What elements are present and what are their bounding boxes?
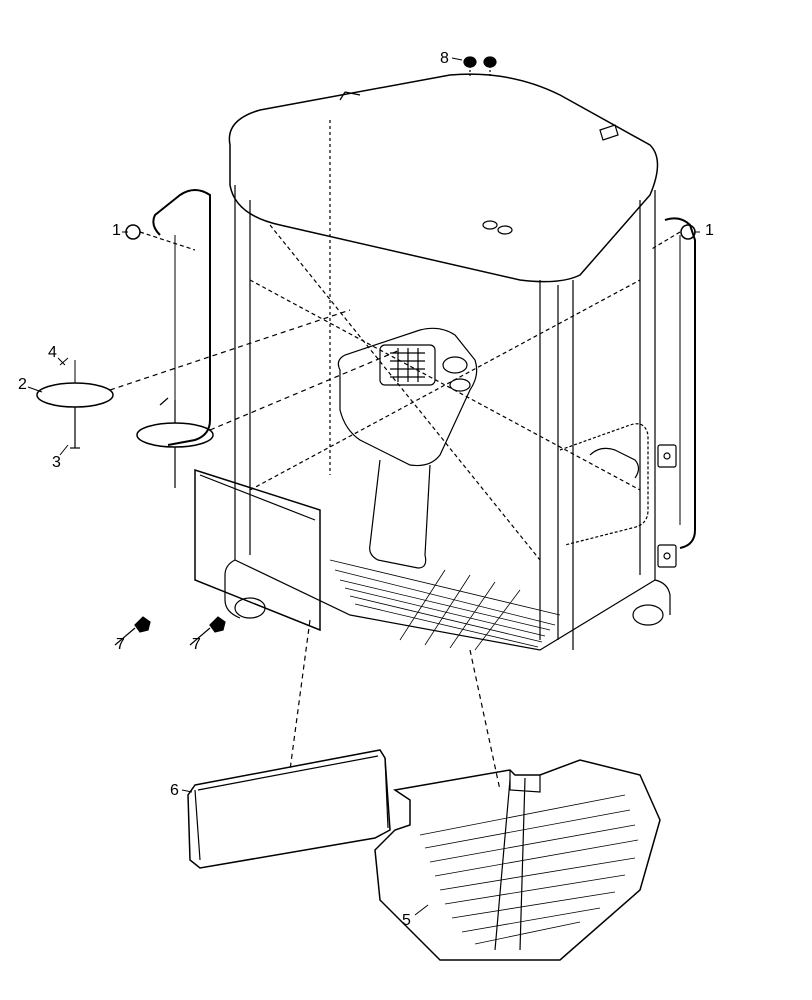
callout-2: 2	[18, 376, 27, 394]
callout-1-left: 1	[112, 222, 121, 240]
callout-5: 5	[402, 912, 411, 930]
callout-7b: 7	[192, 636, 201, 654]
callout-4: 4	[48, 344, 57, 362]
callout-6: 6	[170, 782, 179, 800]
technical-drawing	[0, 0, 812, 1000]
callout-7a: 7	[116, 636, 125, 654]
callout-3: 3	[52, 454, 61, 472]
callout-8: 8	[440, 50, 449, 68]
callout-1-right: 1	[705, 222, 714, 240]
diagram-container: 1 1 2 3 4 5 6 7 7 8	[0, 0, 812, 1000]
